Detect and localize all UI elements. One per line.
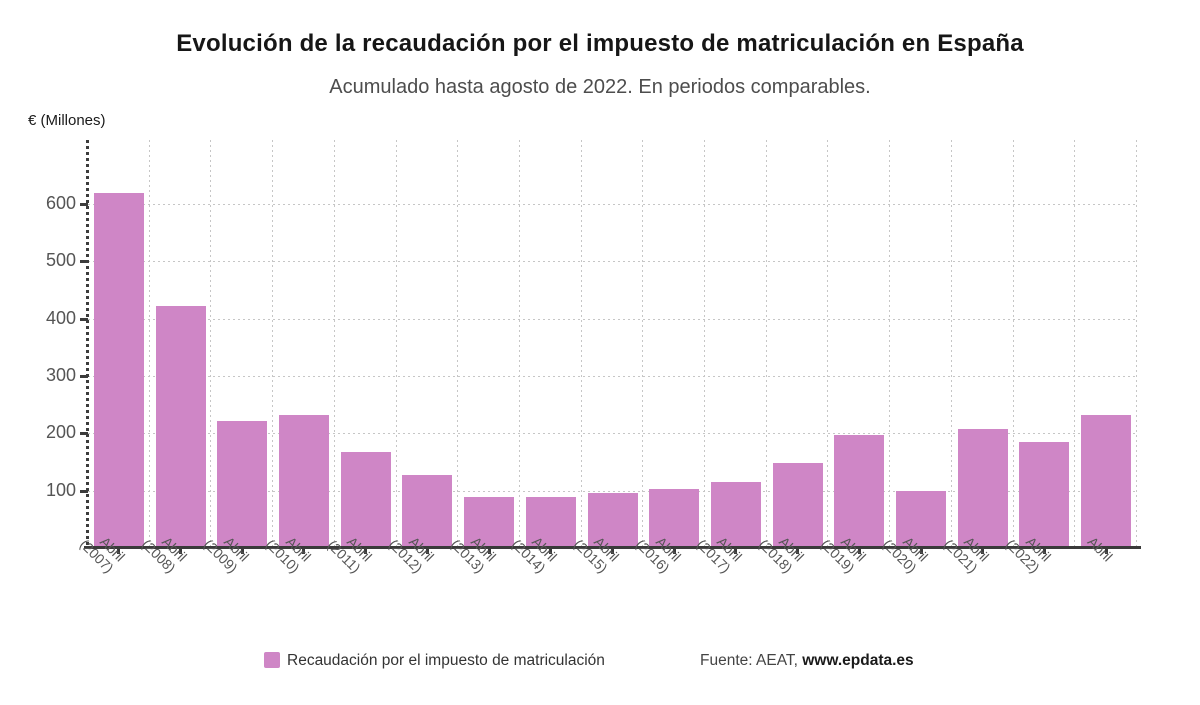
- bar-abril-2013-[interactable]: [464, 497, 515, 547]
- source-credit: Fuente: AEAT, www.epdata.es: [700, 652, 914, 670]
- x-gridline: [1012, 140, 1014, 548]
- x-gridline: [457, 140, 459, 548]
- bar-abril-2008-[interactable]: [155, 306, 206, 547]
- bar-abril[interactable]: [1081, 415, 1132, 547]
- x-gridline: [827, 140, 829, 548]
- x-gridline: [889, 140, 891, 548]
- y-tick-label: 200: [45, 422, 76, 443]
- x-axis-tick: [364, 549, 368, 554]
- x-gridline: [210, 140, 212, 548]
- bar-abril-2018-[interactable]: [772, 463, 823, 547]
- bar-abril-2009-[interactable]: [217, 421, 268, 547]
- y-tick-label: 500: [45, 250, 76, 271]
- source-prefix: Fuente: AEAT,: [700, 652, 803, 669]
- y-axis-title: € (Millones): [28, 112, 106, 129]
- bar-abril-2020-[interactable]: [896, 491, 947, 547]
- x-gridline: [704, 140, 706, 548]
- legend-label: Recaudación por el impuesto de matricula…: [287, 652, 605, 669]
- y-gridline: [88, 318, 1137, 320]
- y-tick-label: 100: [45, 479, 76, 500]
- x-axis-tick: [611, 549, 614, 554]
- legend-swatch-icon: [264, 652, 280, 668]
- x-gridline: [642, 140, 644, 548]
- bar-abril-2015-[interactable]: [587, 493, 638, 547]
- y-gridline: [88, 204, 1137, 206]
- x-axis-tick: [302, 549, 306, 554]
- y-axis-tick: [80, 432, 88, 436]
- bar-abril-2022-[interactable]: [1019, 442, 1070, 547]
- y-gridline: [88, 490, 1137, 492]
- bar-abril-2017-[interactable]: [710, 482, 761, 547]
- bar-abril-2011-[interactable]: [340, 452, 391, 547]
- bar-abril-2019-[interactable]: [834, 435, 885, 547]
- x-axis-tick: [117, 549, 121, 554]
- x-axis-tick: [1042, 549, 1046, 554]
- plot-area: [80, 140, 1141, 554]
- y-tick-label: 400: [45, 307, 76, 328]
- y-tick-label: 600: [45, 193, 76, 214]
- source-site: www.epdata.es: [802, 652, 914, 669]
- x-gridline: [518, 140, 520, 548]
- x-axis-line: [84, 546, 1141, 549]
- y-tick-label: 300: [45, 365, 76, 385]
- x-gridline: [765, 140, 767, 548]
- y-gridline: [88, 376, 1137, 377]
- x-gridline: [395, 140, 397, 548]
- bar-abril-2012-[interactable]: [402, 475, 453, 547]
- chart-title: Evolución de la recaudación por el impue…: [176, 30, 1024, 57]
- x-axis-tick: [734, 549, 738, 554]
- x-gridline: [333, 140, 335, 548]
- x-axis-tick: [1104, 549, 1108, 554]
- bar-abril-2007-[interactable]: [93, 193, 144, 547]
- x-axis-tick: [425, 549, 429, 554]
- x-gridline: [148, 140, 150, 548]
- y-axis-tick: [80, 203, 88, 207]
- x-axis-tick: [179, 549, 183, 554]
- x-axis-tick: [919, 549, 923, 554]
- x-gridline: [272, 140, 274, 548]
- y-gridline: [88, 433, 1137, 435]
- x-gridline: [1136, 140, 1137, 548]
- y-axis-line: [86, 140, 89, 548]
- y-axis-tick: [80, 375, 88, 378]
- bar-abril-2021-[interactable]: [957, 429, 1008, 547]
- x-axis-tick: [672, 549, 676, 554]
- bar-abril-2014-[interactable]: [525, 497, 576, 547]
- x-axis-tick: [487, 549, 491, 554]
- x-gridline: [580, 140, 582, 548]
- chart-subtitle: Acumulado hasta agosto de 2022. En perio…: [329, 76, 871, 98]
- y-axis-tick: [80, 489, 88, 493]
- bar-abril-2016-[interactable]: [649, 489, 700, 547]
- y-axis-tick: [80, 317, 88, 321]
- x-axis-tick: [240, 549, 244, 554]
- x-axis-tick: [549, 549, 553, 554]
- x-axis-tick: [796, 549, 800, 554]
- x-gridline: [950, 140, 952, 548]
- bar-abril-2010-[interactable]: [278, 415, 329, 547]
- x-axis-tick: [981, 549, 985, 554]
- x-gridline: [1074, 140, 1076, 548]
- x-axis-tick: [857, 549, 861, 554]
- y-gridline: [88, 261, 1137, 263]
- y-axis-tick: [80, 260, 88, 264]
